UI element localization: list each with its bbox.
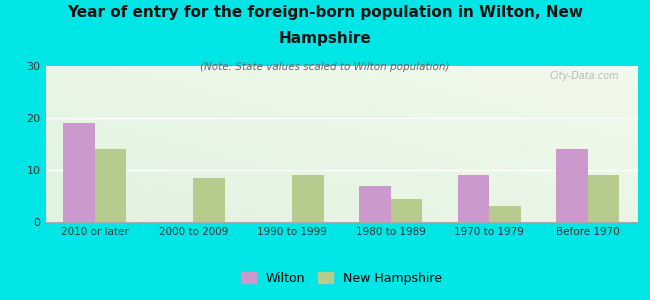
- Bar: [556, 149, 588, 222]
- Text: Hampshire: Hampshire: [279, 32, 371, 46]
- Bar: [588, 175, 619, 222]
- Bar: [359, 186, 391, 222]
- Text: City-Data.com: City-Data.com: [550, 71, 619, 81]
- Bar: [63, 123, 95, 222]
- Text: Year of entry for the foreign-born population in Wilton, New: Year of entry for the foreign-born popul…: [67, 4, 583, 20]
- Bar: [391, 199, 422, 222]
- Bar: [292, 175, 324, 222]
- Bar: [194, 178, 225, 222]
- Bar: [458, 175, 489, 222]
- Text: (Note: State values scaled to Wilton population): (Note: State values scaled to Wilton pop…: [200, 61, 450, 71]
- Legend: Wilton, New Hampshire: Wilton, New Hampshire: [240, 272, 442, 285]
- Bar: [489, 206, 521, 222]
- Bar: [95, 149, 126, 222]
